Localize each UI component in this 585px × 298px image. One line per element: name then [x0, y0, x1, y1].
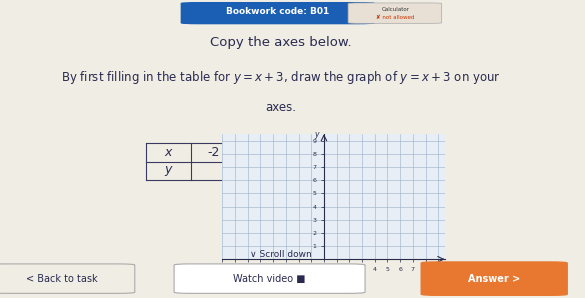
Text: < Back to task: < Back to task [26, 274, 98, 284]
Text: $x$: $x$ [164, 146, 173, 159]
Text: Copy the axes below.: Copy the axes below. [210, 36, 352, 49]
FancyBboxPatch shape [421, 262, 567, 295]
Text: 3: 3 [300, 164, 307, 177]
FancyBboxPatch shape [174, 264, 365, 293]
Text: Calculator: Calculator [381, 7, 410, 12]
Text: -2: -2 [207, 146, 219, 159]
FancyBboxPatch shape [181, 3, 374, 24]
Text: axes.: axes. [266, 101, 296, 114]
Text: 2: 2 [389, 146, 397, 159]
Text: 2: 2 [254, 164, 262, 177]
Text: By first filling in the table for $y = x + 3$, draw the graph of $y = x + 3$ on : By first filling in the table for $y = x… [61, 69, 501, 86]
FancyBboxPatch shape [0, 264, 135, 293]
Text: Bookwork code: B01: Bookwork code: B01 [226, 7, 329, 16]
Text: ∨ Scroll down: ∨ Scroll down [250, 250, 312, 259]
FancyBboxPatch shape [348, 3, 442, 23]
Text: $x$: $x$ [440, 263, 447, 272]
Text: 1: 1 [344, 146, 352, 159]
Text: Watch video ■: Watch video ■ [233, 274, 306, 284]
Text: -1: -1 [252, 146, 264, 159]
Text: $y$: $y$ [164, 164, 173, 178]
Text: 0: 0 [300, 146, 307, 159]
Text: ✘ not allowed: ✘ not allowed [376, 15, 415, 20]
Text: Answer >: Answer > [468, 274, 520, 284]
Text: $y$: $y$ [314, 130, 321, 141]
Text: 5: 5 [389, 164, 397, 177]
